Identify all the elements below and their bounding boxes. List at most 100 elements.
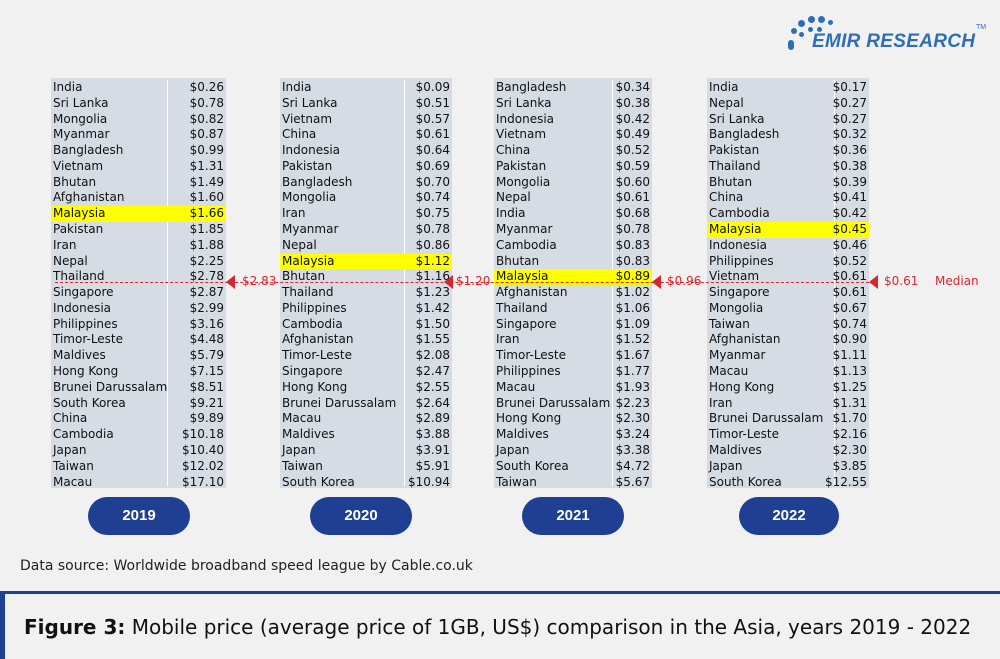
table-row: South Korea $4.72 [494,459,652,475]
country-name: Macau [496,379,536,394]
price-value: $2.89 [415,411,450,426]
table-row: Bhutan $0.83 [494,254,652,270]
table-row: Mongolia $0.67 [707,301,869,317]
logo-dot-icon [818,16,825,23]
country-name: Indonesia [53,300,112,315]
table-row: Taiwan $5.91 [280,459,452,475]
price-value: $1.23 [415,285,450,300]
year-pill-2022: 2022 [739,497,839,535]
country-name: Macau [709,364,749,379]
table-row: Pakistan $0.59 [494,159,652,175]
table-row: Mongolia $0.74 [280,190,452,206]
country-name: Thailand [282,285,334,300]
country-name: Pakistan [282,158,333,173]
price-value: $1.31 [832,395,867,410]
price-value: $1.06 [615,300,650,315]
table-row: Maldives $2.30 [707,443,869,459]
table-row: Iran $0.75 [280,206,452,222]
country-name: Brunei Darussalam [496,395,611,410]
price-value: $0.41 [832,190,867,205]
price-value: $0.57 [415,111,450,126]
table-row: Japan $3.85 [707,459,869,475]
median-value: $1.20 [456,274,491,288]
country-name: Hong Kong [496,411,562,426]
table-row: Macau $1.13 [707,364,869,380]
table-row: Indonesia $0.46 [707,238,869,254]
table-row: Japan $3.91 [280,443,452,459]
country-name: Hong Kong [282,379,348,394]
country-name: Bangladesh [496,80,567,94]
year-pill-2019: 2019 [88,497,190,535]
country-name: Mongolia [53,111,108,126]
median-label: Median [935,274,979,288]
country-name: Brunei Darussalam [53,379,168,394]
country-name: Japan [282,442,316,457]
country-name: Myanmar [282,222,339,237]
price-value: $10.94 [408,474,450,489]
price-value: $0.74 [832,316,867,331]
brand-trademark: TM [976,24,987,31]
table-row: Vietnam $0.61 [707,269,869,285]
country-name: Vietnam [709,269,760,284]
table-row: Bangladesh $0.34 [494,80,652,96]
table-row: India $0.68 [494,206,652,222]
table-row: Taiwan $5.67 [494,475,652,491]
price-value: $1.13 [832,364,867,379]
price-value: $0.74 [415,190,450,205]
price-value: $12.55 [825,474,867,489]
country-name: Maldives [282,427,335,442]
table-row: China $0.61 [280,127,452,143]
median-value: $0.61 [884,274,919,288]
table-row: Cambodia $1.50 [280,317,452,333]
table-row: India $0.09 [280,80,452,96]
country-name: Bhutan [496,253,540,268]
price-value: $0.90 [832,332,867,347]
table-row: Mongolia $0.82 [51,112,226,128]
price-value: $0.27 [832,111,867,126]
table-row: Maldives $5.79 [51,348,226,364]
country-name: South Korea [282,474,355,489]
table-row: Brunei Darussalam $2.64 [280,396,452,412]
price-value: $0.87 [189,127,224,142]
country-name: Indonesia [709,237,768,252]
price-value: $10.40 [182,442,224,457]
price-value: $1.25 [832,379,867,394]
country-name: Iran [282,206,306,221]
table-row: Malaysia $0.45 [707,222,869,238]
caption-prefix: Figure 3: [24,615,126,639]
table-row: Myanmar $1.11 [707,348,869,364]
country-name: China [53,411,88,426]
country-name: Vietnam [53,158,104,173]
price-value: $0.89 [615,269,650,284]
country-name: China [282,127,317,142]
table-row: Malaysia $0.89 [494,269,652,286]
price-value: $8.51 [189,379,224,394]
price-value: $0.38 [832,158,867,173]
price-value: $0.45 [832,222,867,237]
country-name: Nepal [709,95,744,110]
table-row: Macau $1.93 [494,380,652,396]
country-name: Taiwan [282,458,323,473]
price-value: $1.55 [415,332,450,347]
table-row: Nepal $0.61 [494,190,652,206]
table-row: South Korea $9.21 [51,396,226,412]
price-value: $0.82 [189,111,224,126]
price-value: $9.21 [189,395,224,410]
price-value: $1.42 [415,300,450,315]
price-value: $4.48 [189,332,224,347]
price-value: $3.88 [415,427,450,442]
table-row: Sri Lanka $0.51 [280,96,452,112]
table-row: Sri Lanka $0.27 [707,112,869,128]
year-pill-2020: 2020 [310,497,412,535]
table-row: Iran $1.31 [707,396,869,412]
table-row: Nepal $0.86 [280,238,452,254]
country-name: Cambodia [496,237,557,252]
country-name: Indonesia [496,111,555,126]
country-name: Malaysia [282,253,335,268]
country-name: India [53,80,83,94]
table-row: Sri Lanka $0.38 [494,96,652,112]
table-row: Indonesia $0.64 [280,143,452,159]
price-value: $0.32 [832,127,867,142]
country-name: Cambodia [709,206,770,221]
table-row: Bangladesh $0.32 [707,127,869,143]
